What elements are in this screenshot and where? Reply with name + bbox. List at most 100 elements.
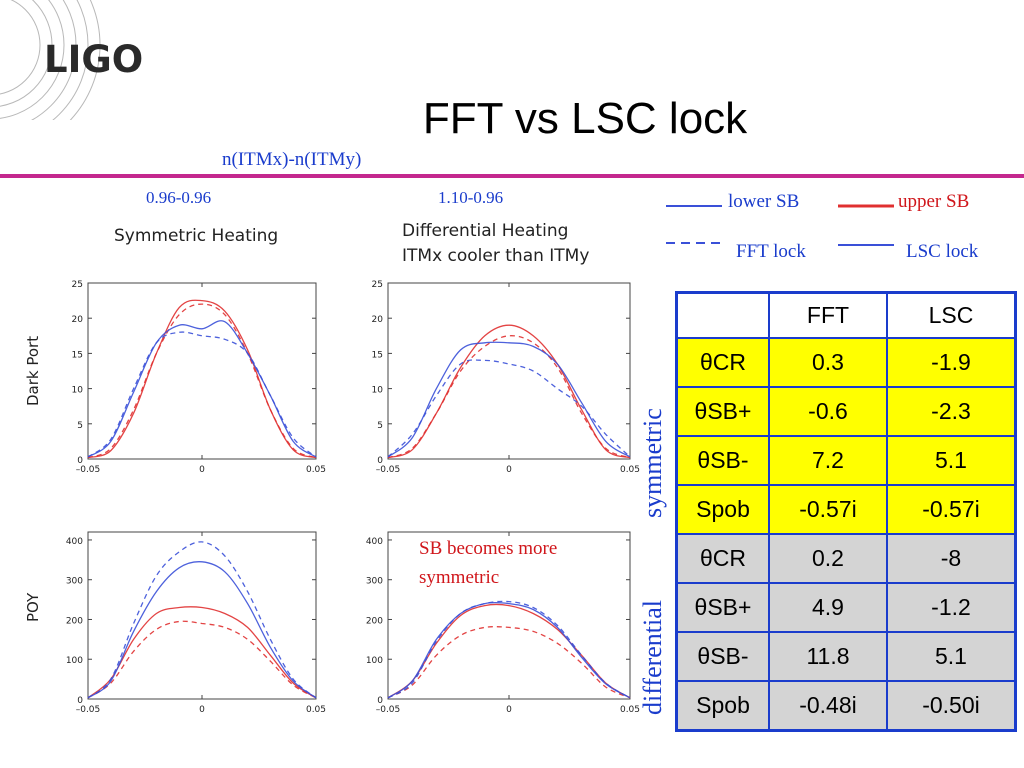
y-tick-label: 200 bbox=[366, 616, 383, 626]
table-cell: 0.2 bbox=[768, 533, 888, 584]
x-tick-label: 0 bbox=[199, 465, 205, 475]
y-tick-label: 15 bbox=[372, 350, 383, 360]
x-tick-label: 0.05 bbox=[620, 705, 640, 715]
annotation-line1: SB becomes more bbox=[419, 538, 558, 559]
table-cell: θCR bbox=[675, 533, 770, 584]
legend bbox=[666, 204, 894, 246]
y-tick-label: 10 bbox=[72, 386, 84, 396]
series-lower-sb-lsc-lock bbox=[87, 320, 317, 458]
table-cell: θSB- bbox=[675, 435, 770, 486]
page-title: FFT vs LSC lock bbox=[422, 94, 748, 143]
y-tick-label: 20 bbox=[72, 315, 84, 325]
x-tick-label: 0.05 bbox=[306, 465, 326, 475]
legend-lower-sb-label: lower SB bbox=[728, 191, 800, 212]
y-tick-label: 400 bbox=[366, 537, 383, 547]
series-lower-sb-fft-lock bbox=[387, 600, 631, 699]
y-tick-label: 5 bbox=[77, 421, 83, 431]
series-upper-sb-lsc-lock bbox=[387, 603, 631, 699]
table-row: θSB+ -0.6 -2.3 bbox=[675, 386, 1017, 437]
logo-text: LIGO bbox=[44, 38, 143, 81]
legend-fft-lock-label: FFT lock bbox=[736, 241, 806, 262]
table-cell: 5.1 bbox=[886, 631, 1017, 682]
series-upper-sb-fft-lock bbox=[387, 626, 631, 699]
annotation: SB becomes more symmetric bbox=[419, 534, 557, 592]
table-cell: Spob bbox=[675, 680, 770, 732]
plot-frame bbox=[387, 282, 631, 460]
series-upper-sb-fft-lock bbox=[87, 303, 317, 459]
table-cell: -0.50i bbox=[886, 680, 1017, 732]
series-lower-sb-lsc-lock bbox=[387, 601, 631, 699]
x-tick-label: –0.05 bbox=[76, 465, 101, 475]
title-divider bbox=[0, 174, 1024, 178]
y-tick-label: 300 bbox=[366, 577, 383, 587]
y-tick-label: 100 bbox=[366, 656, 383, 666]
y-tick-label: 15 bbox=[72, 350, 83, 360]
group-label-differential: differential bbox=[638, 599, 667, 715]
table-cell: θSB+ bbox=[675, 582, 770, 633]
y-tick-label: 400 bbox=[66, 537, 83, 547]
table-header-row: FFT LSC bbox=[675, 291, 1017, 339]
x-tick-label: –0.05 bbox=[376, 465, 401, 475]
table-header-fft: FFT bbox=[768, 291, 888, 339]
table-cell: 7.2 bbox=[768, 435, 888, 486]
y-tick-label: 0 bbox=[77, 696, 83, 706]
x-tick-label: 0 bbox=[506, 465, 512, 475]
y-tick-label: 0 bbox=[77, 456, 83, 466]
series-lower-sb-fft-lock bbox=[87, 541, 317, 699]
y-tick-label: 10 bbox=[372, 386, 384, 396]
y-tick-label: 100 bbox=[66, 656, 83, 666]
series-upper-sb-fft-lock bbox=[87, 620, 317, 699]
table-cell: 11.8 bbox=[768, 631, 888, 682]
subtitle: n(ITMx)-n(ITMy) bbox=[222, 149, 362, 170]
series-upper-sb-lsc-lock bbox=[87, 299, 317, 459]
table-cell: -2.3 bbox=[886, 386, 1017, 437]
table-cell: 0.3 bbox=[768, 337, 888, 388]
y-tick-label: 20 bbox=[372, 315, 384, 325]
table-row: Spob -0.48i -0.50i bbox=[675, 680, 1017, 732]
table-cell: θSB- bbox=[675, 631, 770, 682]
ligo-logo: LIGO bbox=[0, 0, 190, 156]
table-row: θCR 0.2 -8 bbox=[675, 533, 1017, 584]
table-cell: -1.9 bbox=[886, 337, 1017, 388]
case-label-symmetric: 0.96-0.96 bbox=[146, 188, 212, 207]
table-header-cell bbox=[675, 291, 770, 339]
logo-arcs-icon: LIGO bbox=[0, 0, 143, 156]
table-cell: θSB+ bbox=[675, 386, 770, 437]
plot-frame bbox=[87, 531, 317, 700]
annotation-line2: symmetric bbox=[419, 567, 500, 588]
x-tick-label: –0.05 bbox=[376, 705, 401, 715]
group-label-symmetric: symmetric bbox=[638, 408, 667, 518]
y-tick-label: 300 bbox=[66, 577, 83, 587]
table-cell: Spob bbox=[675, 484, 770, 535]
table-cell: θCR bbox=[675, 337, 770, 388]
series-upper-sb-lsc-lock bbox=[87, 606, 317, 699]
legend-lsc-lock-label: LSC lock bbox=[906, 241, 979, 262]
series-upper-sb-lsc-lock bbox=[387, 324, 631, 459]
series-lower-sb-lsc-lock bbox=[87, 561, 317, 699]
table-cell: -0.48i bbox=[768, 680, 888, 732]
panel-title-differential-line1: Differential Heating bbox=[402, 221, 569, 241]
y-tick-label: 25 bbox=[372, 280, 383, 290]
series-lower-sb-lsc-lock bbox=[387, 341, 631, 458]
y-tick-label: 200 bbox=[66, 616, 83, 626]
results-table: FFT LSC θCR 0.3 -1.9 θSB+ -0.6 -2.3 θSB-… bbox=[675, 291, 1017, 732]
table-row: θSB- 7.2 5.1 bbox=[675, 435, 1017, 486]
table-cell: 4.9 bbox=[768, 582, 888, 633]
y-tick-label: 0 bbox=[377, 696, 383, 706]
y-tick-label: 25 bbox=[72, 280, 83, 290]
case-label-differential: 1.10-0.96 bbox=[438, 188, 504, 207]
x-tick-label: –0.05 bbox=[76, 705, 101, 715]
table-row: θCR 0.3 -1.9 bbox=[675, 337, 1017, 388]
y-tick-label: 0 bbox=[377, 456, 383, 466]
table-cell: 5.1 bbox=[886, 435, 1017, 486]
x-tick-label: 0.05 bbox=[620, 465, 640, 475]
x-tick-label: 0.05 bbox=[306, 705, 326, 715]
table-row: θSB+ 4.9 -1.2 bbox=[675, 582, 1017, 633]
table-header-lsc: LSC bbox=[886, 291, 1017, 339]
table-row: θSB- 11.8 5.1 bbox=[675, 631, 1017, 682]
y-tick-label: 5 bbox=[377, 421, 383, 431]
